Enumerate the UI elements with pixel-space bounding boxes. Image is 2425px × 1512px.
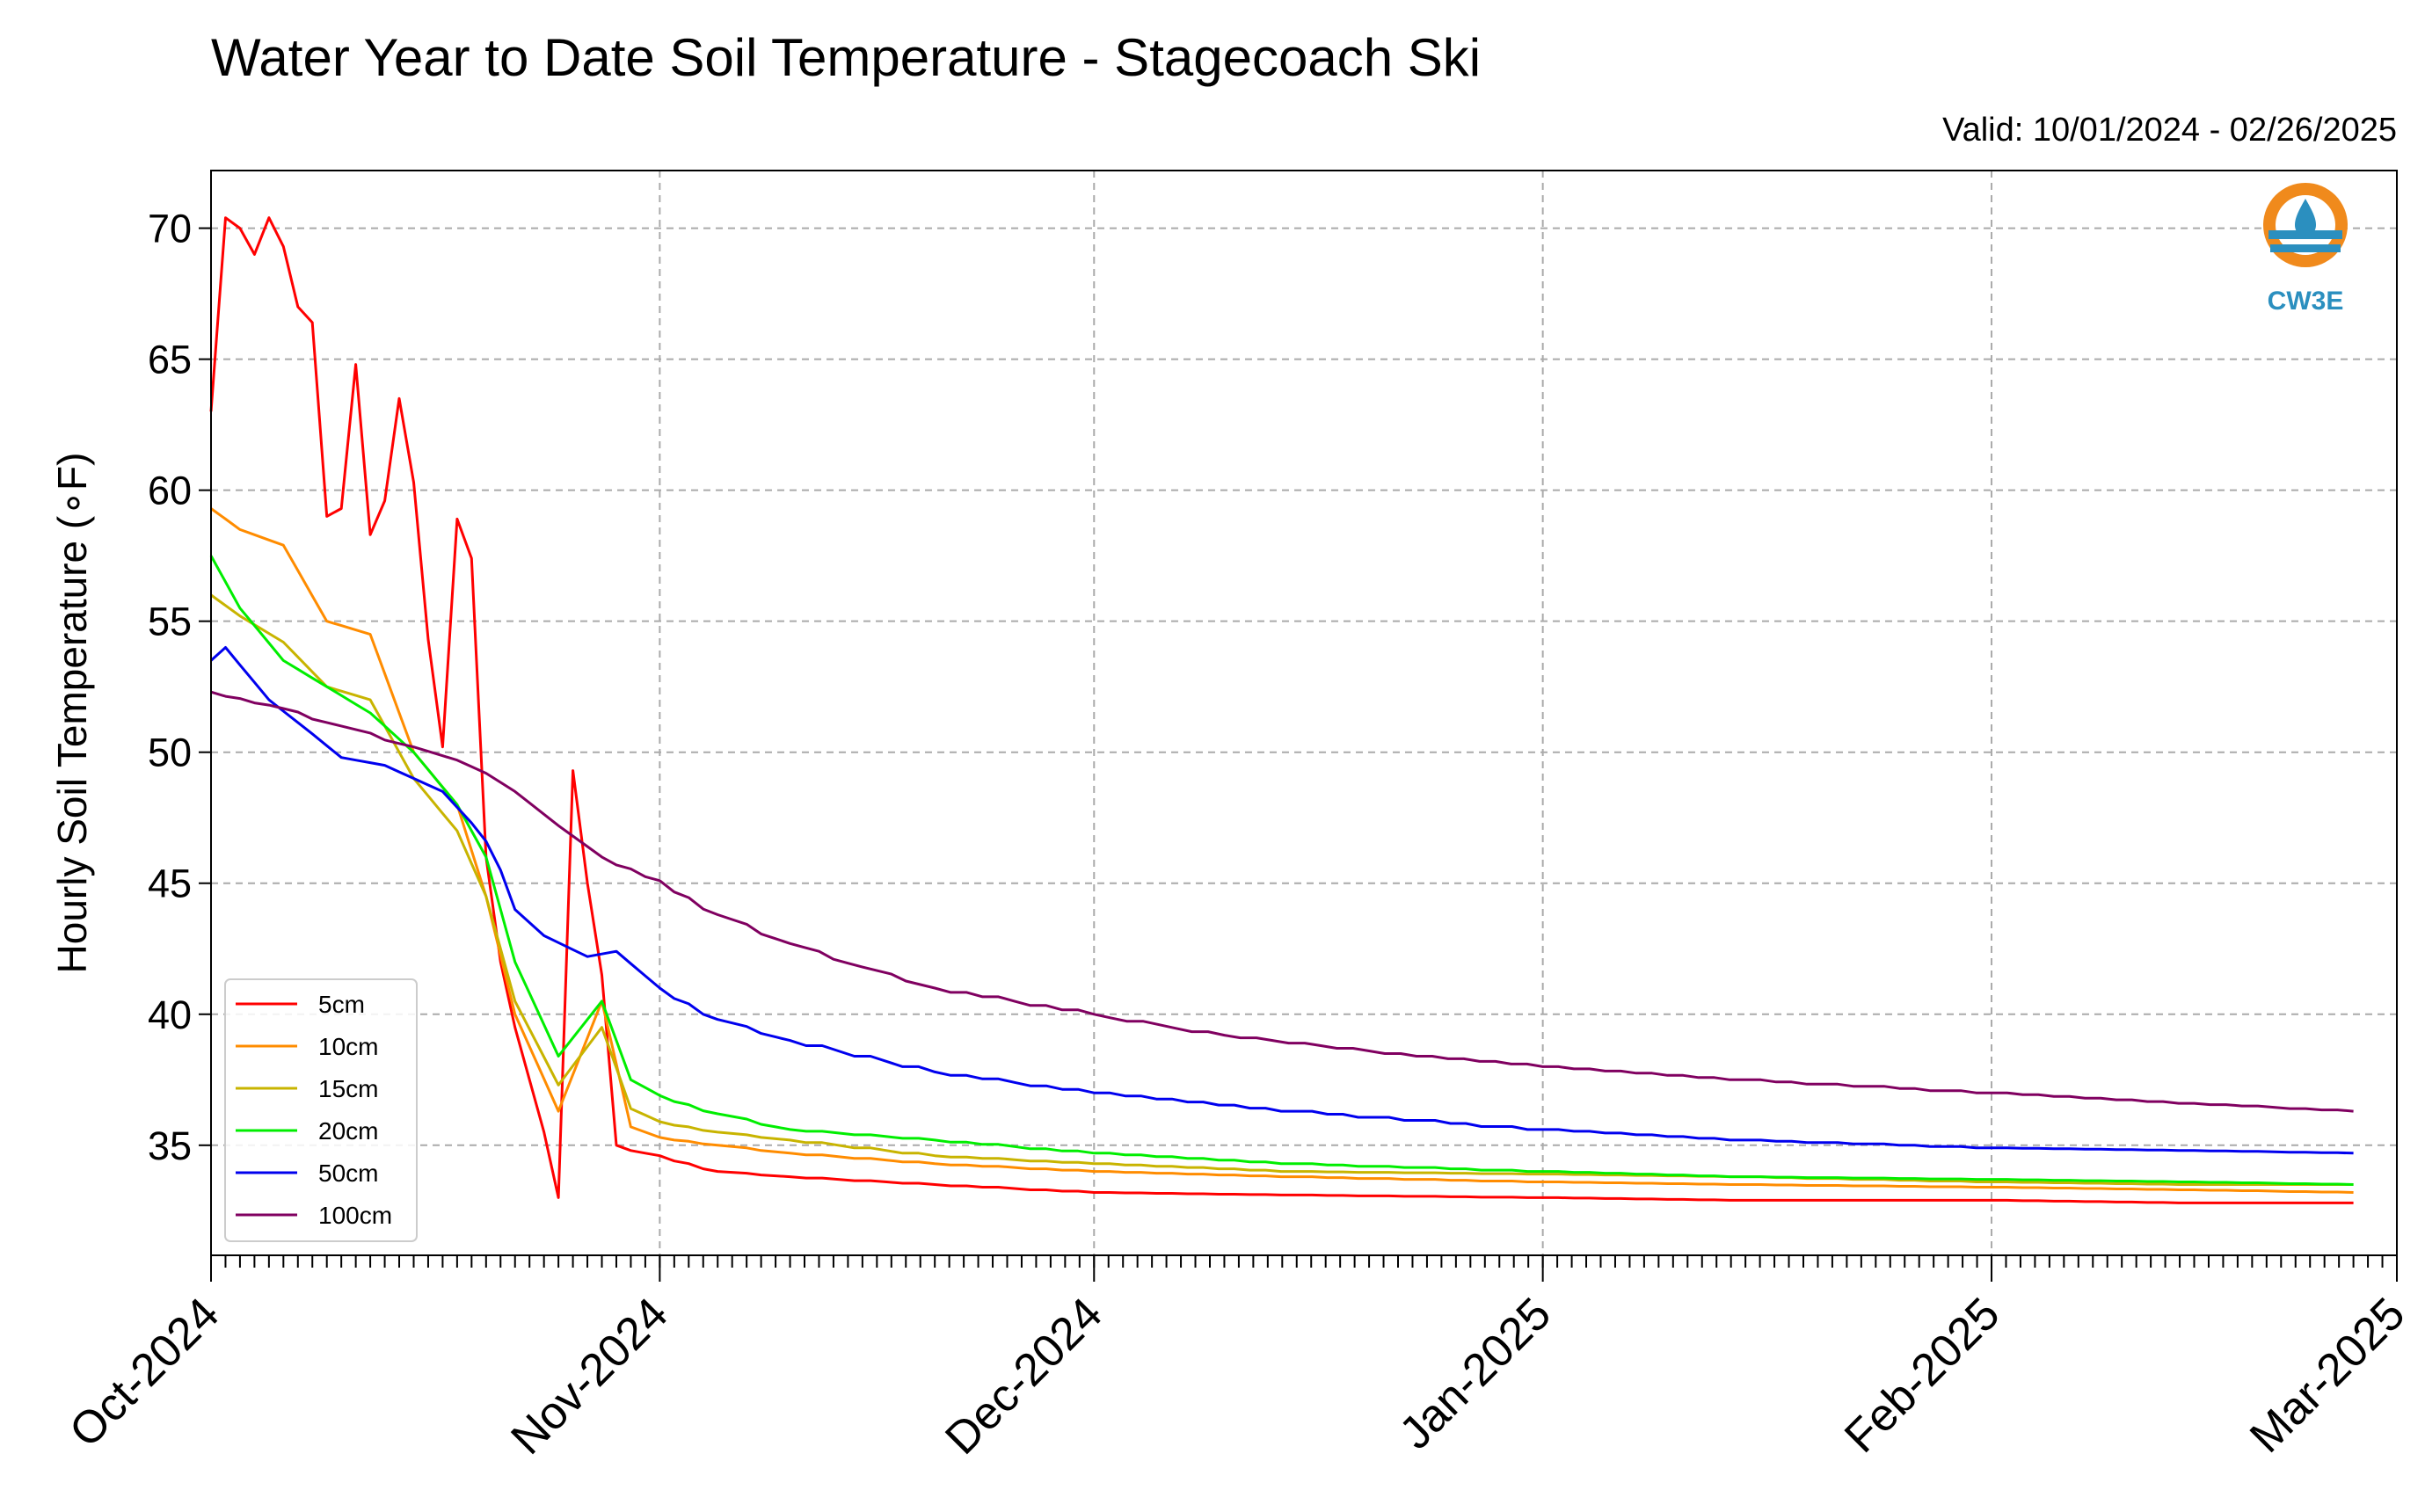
x-tick-label: Mar-2025 <box>2240 1288 2414 1462</box>
y-axis-label: Hourly Soil Temperature (∘F) <box>49 453 95 974</box>
series-line-20cm <box>209 555 2354 1186</box>
legend-label-10cm: 10cm <box>318 1033 378 1060</box>
grid-lines <box>211 171 2397 1255</box>
x-tick-label: Dec-2024 <box>936 1288 1111 1464</box>
y-tick-label: 70 <box>148 207 192 251</box>
legend-label-100cm: 100cm <box>318 1202 392 1229</box>
chart-title: Water Year to Date Soil Temperature - St… <box>211 28 1481 87</box>
y-tick-label: 40 <box>148 992 192 1037</box>
chart-subtitle: Valid: 10/01/2024 - 02/26/2025 <box>1942 112 2397 149</box>
series-line-50cm <box>209 646 2354 1155</box>
water-drop-icon <box>2295 199 2316 236</box>
series-line-5cm <box>209 216 2354 1204</box>
series-line-100cm <box>210 690 2354 1113</box>
plot-frame <box>210 170 2398 1256</box>
cw3e-logo: CW3E <box>2263 183 2348 316</box>
logo-wave-band-icon <box>2270 244 2341 252</box>
series-lines <box>209 216 2354 1204</box>
y-tick-label: 35 <box>148 1123 192 1168</box>
y-tick-label: 60 <box>148 469 192 513</box>
legend-label-50cm: 50cm <box>318 1159 378 1187</box>
y-tick-label: 45 <box>148 861 192 906</box>
logo-text: CW3E <box>2268 287 2344 316</box>
y-tick-label: 55 <box>148 600 192 644</box>
x-axis-ticks: Oct-2024 Nov-2024 Dec-2024 Jan-2025 Feb-2025… <box>60 1255 2414 1465</box>
x-tick-label: Jan-2025 <box>1390 1288 1561 1458</box>
y-axis-ticks: 35 40 45 50 55 60 65 70 <box>148 207 211 1168</box>
x-tick-label: Nov-2024 <box>501 1288 677 1464</box>
y-tick-label: 50 <box>148 731 192 775</box>
legend: 5cm 10cm 15cm 20cm 50cm 100cm <box>224 978 418 1242</box>
y-tick-label: 65 <box>148 338 192 382</box>
series-line-15cm <box>210 593 2354 1186</box>
legend-label-15cm: 15cm <box>318 1075 378 1102</box>
x-tick-label: Oct-2024 <box>60 1288 229 1457</box>
legend-label-5cm: 5cm <box>318 991 365 1018</box>
series-line-10cm <box>210 507 2354 1194</box>
legend-label-20cm: 20cm <box>318 1117 378 1145</box>
x-tick-label: Feb-2025 <box>1835 1288 2009 1462</box>
